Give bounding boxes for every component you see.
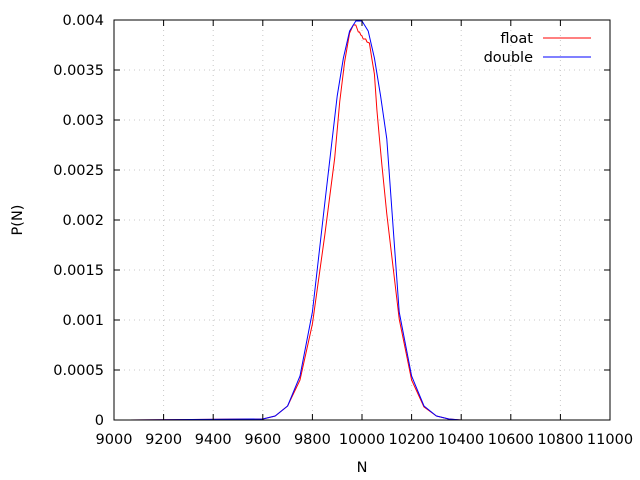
x-axis-label: N: [357, 460, 368, 476]
y-axis-label: P(N): [10, 205, 26, 236]
x-tick-label: 9000: [96, 432, 133, 448]
x-tick-label: 10200: [389, 432, 435, 448]
x-tick-label: 10600: [488, 432, 534, 448]
tick-labels: 9000 9200 9400 9600 9800 10000 10200 10400 10600…: [53, 13, 633, 448]
grid: [113, 19, 611, 421]
x-tick-label: 9600: [244, 432, 281, 448]
x-tick-label: 9200: [145, 432, 182, 448]
series-line-float: [128, 24, 596, 421]
x-tick-label: 9800: [294, 432, 331, 448]
y-tick-label: 0.0025: [53, 163, 104, 179]
x-tick-label: 9400: [195, 432, 232, 448]
y-tick-label: 0.003: [62, 113, 104, 129]
x-tick-label: 11000: [587, 432, 633, 448]
x-tick-label: 10000: [339, 432, 385, 448]
y-tick-label: 0.002: [62, 213, 104, 229]
legend-label-float: float: [500, 31, 533, 47]
axis-ticks: [113, 19, 611, 421]
y-tick-label: 0.004: [62, 13, 104, 29]
legend-label-double: double: [484, 50, 533, 66]
y-tick-label: 0.001: [62, 313, 104, 329]
y-tick-label: 0: [95, 413, 104, 429]
y-tick-label: 0.0005: [53, 363, 104, 379]
y-tick-label: 0.0015: [53, 263, 104, 279]
y-tick-label: 0.0035: [53, 63, 104, 79]
legend: float double: [484, 31, 591, 66]
x-tick-label: 10800: [537, 432, 583, 448]
x-tick-label: 10400: [438, 432, 484, 448]
